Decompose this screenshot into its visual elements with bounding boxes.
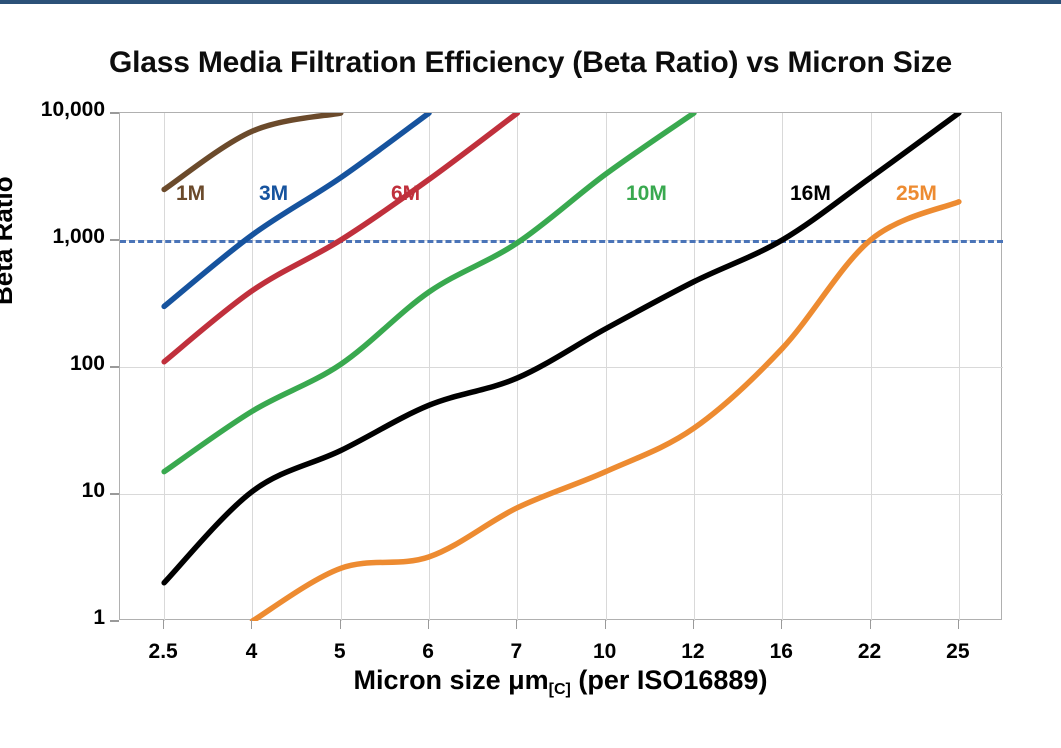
x-axis-tick-mark <box>604 620 606 629</box>
y-axis-tick-mark <box>110 239 119 241</box>
series-line-25m <box>249 199 962 621</box>
y-axis-tick-mark <box>110 493 119 495</box>
series-label-1m: 1M <box>176 182 206 205</box>
x-axis-tick-mark <box>692 620 694 629</box>
x-axis-tick-mark <box>957 620 959 629</box>
y-axis-tick-label: 100 <box>69 352 105 375</box>
gridline-vertical <box>252 113 254 621</box>
x-axis-tick-label: 2.5 <box>148 640 178 663</box>
chart-title: Glass Media Filtration Efficiency (Beta … <box>108 46 952 79</box>
series-line-6m <box>161 113 521 365</box>
x-axis-tick-label: 4 <box>245 640 258 663</box>
x-axis-tick-mark <box>869 620 871 629</box>
beta-1000-reference-line <box>120 240 1003 243</box>
x-axis-tick-mark <box>251 620 253 629</box>
x-axis-tick-mark <box>339 620 341 629</box>
series-label-3m: 3M <box>259 182 289 205</box>
y-axis-tick-mark <box>110 620 119 622</box>
y-axis-tick-label: 1,000 <box>52 225 105 248</box>
gridline-vertical <box>164 113 166 621</box>
series-line-1m <box>161 113 344 193</box>
y-axis-tick-mark <box>110 112 119 114</box>
x-axis-tick-label: 22 <box>857 640 882 663</box>
series-label-16m: 16M <box>790 182 831 205</box>
x-axis-title-main: Micron size μm <box>353 665 549 695</box>
y-axis-tick-label: 1 <box>93 606 105 629</box>
series-label-10m: 10M <box>626 182 667 205</box>
gridline-vertical <box>517 113 519 621</box>
gridline-vertical <box>870 113 872 621</box>
x-axis-tick-mark <box>781 620 783 629</box>
x-axis-title-tail: (per ISO16889) <box>570 665 768 695</box>
x-axis-tick-mark <box>516 620 518 629</box>
gridline-vertical <box>605 113 607 621</box>
x-axis-tick-mark <box>163 620 165 629</box>
y-axis-tick-mark <box>110 366 119 368</box>
series-label-25m: 25M <box>896 182 937 205</box>
top-accent-bar <box>0 0 1061 4</box>
x-axis-tick-label: 5 <box>333 640 346 663</box>
gridline-horizontal <box>120 494 1003 495</box>
x-axis-tick-label: 10 <box>592 640 617 663</box>
x-axis-tick-label: 25 <box>946 640 970 663</box>
x-axis-title: Micron size μm[C] (per ISO16889) <box>119 665 1002 699</box>
plot-area <box>119 112 1003 621</box>
gridline-vertical <box>958 113 960 621</box>
series-line-16m <box>161 113 962 586</box>
x-axis-title-subscript: [C] <box>548 681 571 698</box>
y-axis-tick-label: 10,000 <box>40 98 105 121</box>
x-axis-tick-label: 16 <box>769 640 793 663</box>
gridline-horizontal <box>120 367 1003 368</box>
x-axis-tick-label: 12 <box>681 640 705 663</box>
gridline-vertical <box>693 113 695 621</box>
series-line-3m <box>161 113 432 310</box>
x-axis-tick-label: 7 <box>510 640 523 663</box>
series-lines-layer <box>161 113 962 621</box>
gridline-vertical <box>429 113 431 621</box>
x-axis-tick-label: 6 <box>422 640 434 663</box>
y-axis-tick-label: 10 <box>81 479 105 502</box>
series-line-10m <box>161 113 697 475</box>
series-label-6m: 6M <box>391 182 421 205</box>
x-axis-tick-mark <box>428 620 430 629</box>
gridline-vertical <box>782 113 784 621</box>
